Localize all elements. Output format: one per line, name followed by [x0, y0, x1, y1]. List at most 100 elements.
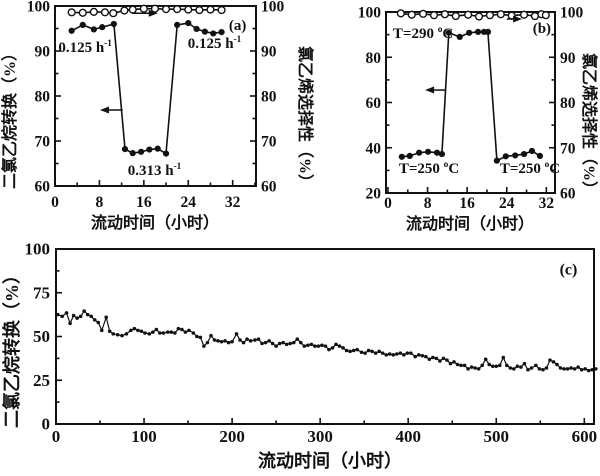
series-markers — [398, 28, 544, 164]
data-point — [576, 365, 580, 369]
data-point-open — [120, 6, 129, 15]
data-point — [424, 148, 432, 155]
y-right-tick-label: 60 — [261, 179, 277, 196]
data-point — [537, 367, 542, 371]
data-point — [143, 331, 147, 335]
y-right-tick-label: 80 — [261, 89, 277, 106]
y-left-tick-label: 80 — [366, 50, 382, 67]
plot-frame — [54, 5, 257, 187]
annotation-text: 0.313 h-1 — [128, 162, 182, 179]
data-point-open — [496, 10, 505, 19]
data-point — [337, 344, 342, 348]
data-point — [230, 339, 234, 344]
data-point-open — [139, 4, 148, 13]
data-point — [147, 332, 152, 336]
data-point — [205, 340, 210, 345]
data-point — [515, 364, 520, 369]
data-point — [316, 344, 321, 348]
x-axis-title: 流动时间（小时） — [258, 450, 402, 471]
data-point — [420, 353, 425, 358]
y-left-tick-label: 75 — [33, 283, 50, 302]
data-point — [520, 150, 528, 158]
data-point — [398, 351, 403, 355]
data-point — [298, 340, 303, 345]
data-point-open — [407, 10, 416, 19]
y-right-tick-label: 80 — [560, 95, 576, 112]
y-left-tick-label: 25 — [33, 371, 50, 390]
data-point — [139, 329, 144, 334]
data-point — [327, 347, 331, 352]
annotation-text: (a) — [229, 18, 247, 34]
data-point — [405, 351, 410, 355]
x-tick-label: 16 — [136, 194, 152, 211]
y-left-tick-label: 50 — [33, 327, 50, 346]
data-point — [79, 21, 86, 28]
y-left-tick-label: 100 — [25, 240, 51, 259]
data-point — [60, 314, 64, 319]
data-point — [391, 353, 396, 357]
data-point — [158, 331, 162, 335]
y-left-tick-label: 100 — [27, 0, 51, 16]
data-point — [579, 367, 584, 372]
data-point — [344, 348, 349, 353]
x-tick-label: 100 — [131, 427, 157, 446]
data-point — [198, 335, 203, 340]
data-point — [216, 339, 220, 343]
data-point — [169, 330, 174, 334]
data-point — [270, 341, 275, 346]
axis-arrow-head — [148, 9, 158, 17]
series-line — [401, 31, 541, 162]
data-point — [295, 337, 300, 341]
data-point — [241, 340, 246, 345]
data-point — [341, 346, 345, 350]
data-point — [558, 366, 563, 370]
data-point — [427, 357, 432, 362]
data-point — [245, 337, 249, 341]
data-point-open — [485, 11, 495, 20]
x-tick-label: 24 — [181, 194, 197, 211]
y-axis-title-right: 氯乙烯选择性（%） — [296, 46, 315, 190]
data-point — [209, 333, 213, 338]
data-point — [219, 339, 224, 344]
data-point — [277, 341, 282, 346]
data-point — [413, 354, 418, 359]
data-point — [234, 332, 239, 336]
data-point — [284, 342, 289, 347]
data-point — [431, 355, 435, 360]
data-point-open — [541, 11, 550, 20]
data-point-open — [419, 9, 428, 18]
x-tick-label: 32 — [539, 195, 555, 212]
x-tick-label: 500 — [484, 427, 510, 446]
data-point — [274, 344, 278, 348]
data-point — [75, 316, 79, 320]
data-point — [351, 348, 356, 353]
chart-b: 0 8 16 24 32 100 80 60 40 20 100 90 80 70 60 流动时间（小时） 氯乙… — [358, 5, 599, 234]
series-line — [57, 310, 596, 372]
data-point — [484, 28, 492, 36]
data-point — [166, 330, 170, 334]
data-point — [466, 29, 473, 36]
data-point — [569, 366, 573, 370]
data-point-open — [89, 7, 98, 16]
x-tick-label: 200 — [219, 427, 245, 446]
data-point — [480, 363, 484, 368]
data-point — [441, 356, 446, 361]
data-point — [256, 337, 261, 341]
data-point — [555, 362, 559, 367]
x-tick-label: 8 — [96, 194, 104, 211]
data-point — [90, 26, 97, 33]
x-axis-title: 流动时间（小时） — [406, 214, 534, 233]
data-point-open — [474, 12, 484, 21]
data-point — [191, 331, 196, 335]
data-point — [161, 331, 166, 335]
y-right-tick-label: 100 — [560, 5, 584, 22]
data-point — [185, 20, 192, 27]
data-point — [462, 363, 467, 368]
data-point — [92, 318, 97, 322]
data-point — [263, 340, 268, 345]
data-point-open — [451, 11, 460, 21]
x-tick-label: 400 — [395, 427, 421, 446]
y-right-tick-label: 70 — [560, 140, 576, 157]
data-point — [288, 341, 293, 346]
